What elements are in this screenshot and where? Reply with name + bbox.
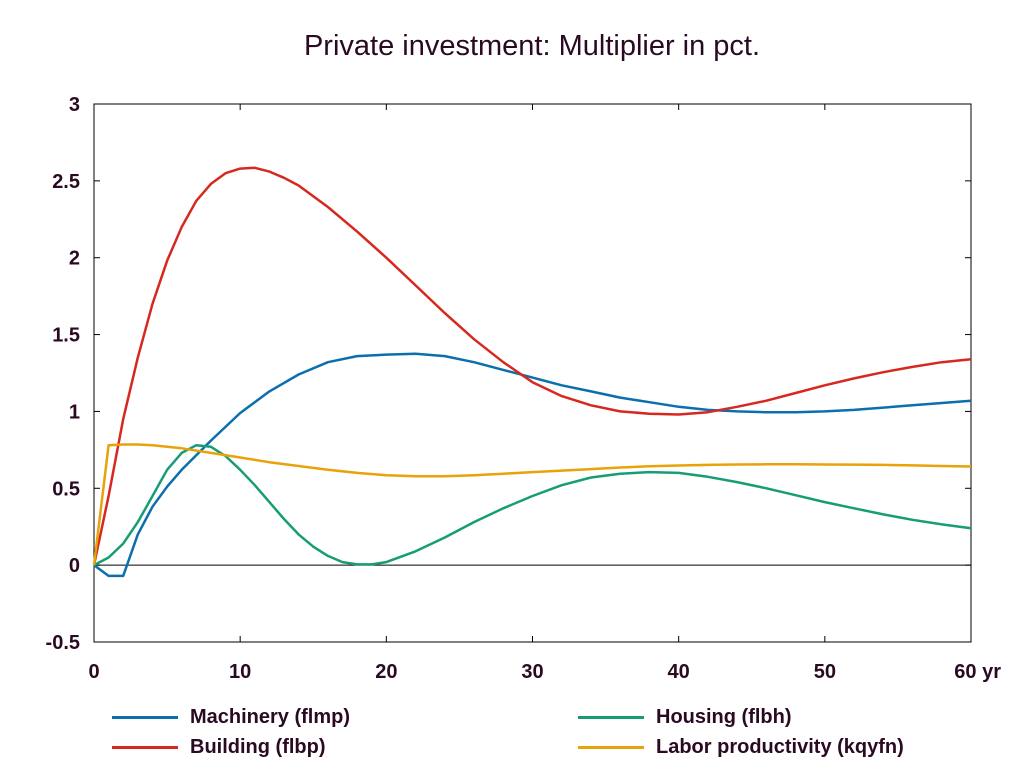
- x-tick-label: 40: [668, 661, 690, 683]
- series-line-labor-productivity: [92, 443, 972, 566]
- y-tick-label: -0.5: [46, 632, 80, 654]
- y-tick-label: 0: [69, 555, 80, 577]
- series-line-building: [92, 166, 972, 566]
- x-tick-label: 30: [521, 661, 543, 683]
- series-line-housing: [93, 443, 972, 567]
- y-tick-label: 3: [69, 94, 80, 116]
- y-tick-label: 2: [69, 248, 80, 270]
- x-tick-label: 50: [814, 661, 836, 683]
- y-tick-label: 0.5: [52, 478, 80, 500]
- x-tick-label: 60 yr: [954, 661, 1001, 683]
- plot-frame: [93, 103, 972, 643]
- y-tick-label: 1: [69, 401, 80, 423]
- x-tick-label: 0: [88, 661, 99, 683]
- x-tick-label: 20: [375, 661, 397, 683]
- x-tick-label: 10: [229, 661, 251, 683]
- y-tick-label: 1.5: [52, 325, 80, 347]
- y-tick-label: 2.5: [52, 171, 80, 193]
- series-line-machinery: [93, 352, 972, 578]
- chart-title: Private investment: Multiplier in pct.: [303, 30, 761, 62]
